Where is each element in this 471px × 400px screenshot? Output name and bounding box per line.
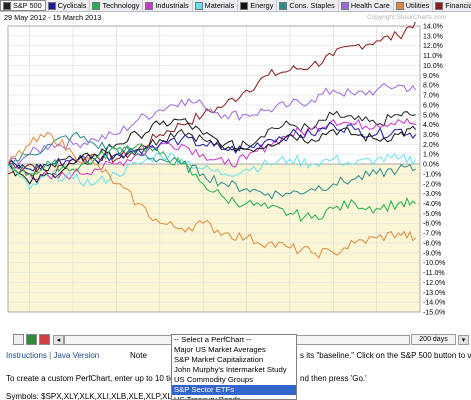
legend-swatch (340, 1, 349, 10)
legend-item[interactable]: Health Care (339, 0, 394, 11)
y-tick-label: 14.0% (423, 24, 443, 31)
y-tick-label: 5.0% (423, 112, 439, 119)
legend-swatch (47, 1, 56, 10)
date-range: 29 May 2012 - 15 March 2013 (4, 13, 102, 22)
series-line (7, 118, 417, 185)
perf-chart: 14.0% 13.0% 12.0% 11.0% 10.0% 9.0% 8.0% 7.0% 6.0… (7, 22, 445, 317)
dropdown-option[interactable]: US Treasury Bonds (174, 395, 241, 400)
legend-swatch (279, 1, 288, 10)
y-tick-label: 3.0% (423, 132, 439, 139)
legend-label: Cons. Staples (289, 1, 335, 10)
legend-item[interactable]: Financials (433, 0, 471, 11)
symbols-field[interactable]: Symbols: $SPX,XLY,XLK,XLI,XLB,XLE,XLP,XL (6, 392, 172, 400)
dropdown-option[interactable]: Major US Market Averages (174, 345, 266, 354)
y-tick-label: 11.0% (423, 53, 442, 60)
y-tick-label: -13.0% (423, 290, 445, 297)
y-tick-label: 12.0% (423, 43, 443, 50)
y-tick-label: 4.0% (423, 122, 439, 129)
series-line (7, 143, 417, 223)
y-tick-label: 8.0% (423, 83, 439, 90)
y-tick-label: -2.0% (423, 181, 441, 188)
scroll-left-button[interactable]: ◂ (53, 335, 64, 345)
y-tick-label: -15.0% (423, 310, 445, 317)
series-line (7, 117, 416, 181)
legend-label: Utilities (405, 1, 430, 10)
legend-item[interactable]: Materials (193, 0, 239, 11)
negative-region-band (8, 164, 420, 312)
copyright-text: Copyright StockCharts.com (367, 14, 447, 21)
legend-item[interactable]: Technology (90, 0, 144, 11)
legend-item[interactable]: Energy (238, 0, 278, 11)
series-line (8, 131, 416, 200)
legend-swatch (435, 1, 444, 10)
note-text: s its "baseline." Click on the S&P 500 b… (300, 351, 471, 360)
y-tick-label: -7.0% (423, 231, 441, 238)
legend-label: Cyclicals (57, 1, 87, 10)
legend-swatch (3, 1, 11, 10)
y-tick-label: 6.0% (423, 102, 439, 109)
link-separator: | (49, 351, 52, 360)
perfchart-select-dropdown[interactable]: -- Select a PerfChart -- Major US Market … (171, 334, 297, 400)
y-tick-label: -3.0% (423, 191, 441, 198)
note-label: Note (130, 351, 147, 360)
instructions-link[interactable]: Instructions (6, 351, 47, 360)
legend-label: Technology (102, 1, 140, 10)
y-tick-label: 0.0% (423, 162, 439, 169)
dropdown-option[interactable]: US Commodity Groups (174, 375, 254, 384)
custom-perfchart-text: To create a custom PerfChart, enter up t… (6, 374, 175, 383)
legend-label: Energy (250, 1, 274, 10)
custom-perfchart-tail: nd then press 'Go.' (300, 374, 367, 383)
y-tick-label: -11.0% (423, 270, 445, 277)
days-select[interactable]: 200 days (411, 334, 456, 345)
y-tick-label: -1.0% (423, 171, 441, 178)
y-tick-label: 7.0% (423, 93, 439, 100)
legend-swatch (145, 1, 154, 10)
legend-swatch (92, 1, 101, 10)
legend-label: S&P 500 (13, 1, 42, 10)
y-tick-label: 1.0% (423, 152, 439, 159)
legend-label: Financials (445, 1, 471, 10)
legend-item[interactable]: Utilities (394, 0, 434, 11)
reset-icon[interactable] (39, 334, 50, 345)
legend-label: Industrials (155, 1, 189, 10)
dropdown-option[interactable]: John Murphy's Intermarket Study (174, 365, 287, 374)
y-tick-label: -9.0% (423, 250, 441, 257)
y-tick-label: -8.0% (423, 240, 441, 247)
legend-swatch (240, 1, 249, 10)
color-icon[interactable] (26, 334, 37, 345)
legend-item[interactable]: Cons. Staples (277, 0, 339, 11)
plot-frame (7, 25, 421, 313)
y-tick-label: 10.0% (423, 63, 443, 70)
chevron-down-icon[interactable]: ▾ (458, 335, 469, 345)
y-tick-label: -10.0% (423, 260, 445, 267)
java-version-link[interactable]: Java Version (53, 351, 100, 360)
y-tick-label: -6.0% (423, 221, 441, 228)
y-tick-label: -14.0% (423, 300, 445, 307)
legend-item[interactable]: Cyclicals (46, 0, 91, 11)
y-tick-label: 9.0% (423, 73, 439, 80)
help-links: Instructions | Java Version (6, 351, 99, 360)
dropdown-option[interactable]: -- Select a PerfChart -- (174, 335, 252, 344)
series-line (7, 152, 417, 190)
series-line (7, 82, 417, 165)
chart-type-icon[interactable] (13, 334, 24, 345)
legend-swatch (395, 1, 404, 10)
dropdown-option[interactable]: S&P Market Capitalization (174, 355, 264, 364)
legend-item[interactable]: S&P 500 (0, 0, 46, 11)
y-tick-label: -12.0% (423, 280, 445, 287)
series-line (7, 131, 417, 260)
legend-label: Materials (204, 1, 235, 10)
legend-item[interactable]: Industrials (143, 0, 193, 11)
legend-bar: S&P 500 Cyclicals Technology Industrials Mat… (0, 0, 471, 12)
legend-swatch (194, 1, 203, 10)
y-tick-label: 2.0% (423, 142, 439, 149)
y-tick-label: -5.0% (423, 211, 441, 218)
legend-label: Health Care (350, 1, 390, 10)
y-tick-label: 13.0% (423, 33, 443, 40)
y-tick-label: -4.0% (423, 201, 441, 208)
dropdown-option[interactable]: S&P Sector ETFs (172, 385, 296, 395)
